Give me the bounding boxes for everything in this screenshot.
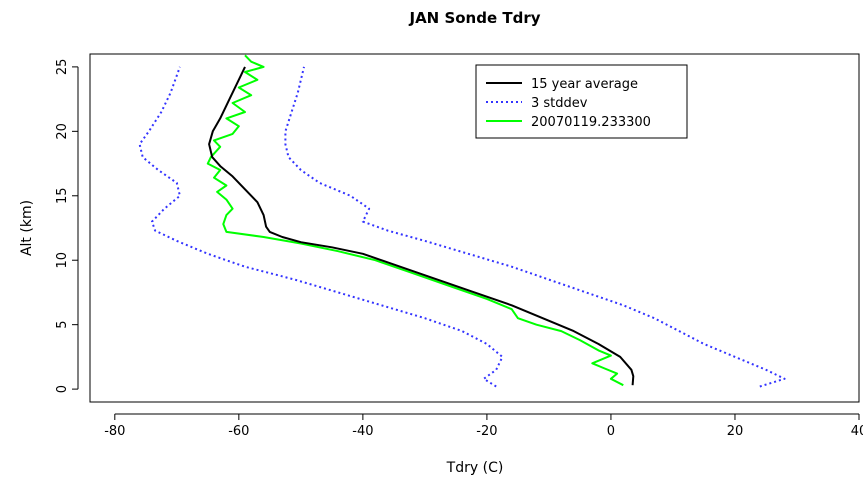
y-tick-label: 0 xyxy=(55,385,70,393)
x-tick-label: -20 xyxy=(476,424,497,439)
x-tick-label: -60 xyxy=(228,424,249,439)
series-line-1 xyxy=(138,66,504,388)
series-line-2 xyxy=(284,66,786,388)
x-tick-label: -40 xyxy=(352,424,373,439)
chart-title: JAN Sonde Tdry xyxy=(408,9,540,27)
x-tick-label: -80 xyxy=(104,424,125,439)
legend-label-average: 15 year average xyxy=(531,77,638,92)
x-tick-label: 40 xyxy=(851,424,863,439)
legend-label-sounding: 20070119.233300 xyxy=(531,115,651,130)
y-tick-label: 15 xyxy=(55,188,70,205)
x-axis-label: Tdry (C) xyxy=(446,460,504,476)
y-tick-label: 20 xyxy=(55,123,70,140)
y-tick-label: 5 xyxy=(55,321,70,329)
series-line-3 xyxy=(206,54,624,387)
legend: 15 year average 3 stddev 20070119.233300 xyxy=(475,64,688,139)
series-layer xyxy=(138,54,786,388)
y-axis: 0 5 10 15 20 25 xyxy=(55,59,79,393)
y-axis-label: Alt (km) xyxy=(19,200,35,256)
plot-frame xyxy=(89,53,860,403)
x-tick-label: 0 xyxy=(607,424,615,439)
y-tick-label: 25 xyxy=(55,59,70,76)
y-tick-label: 10 xyxy=(55,252,70,269)
x-tick-label: 20 xyxy=(727,424,744,439)
x-axis: -80 -60 -40 -20 0 20 40 xyxy=(104,413,863,439)
legend-label-stddev: 3 stddev xyxy=(531,96,588,111)
series-line-0 xyxy=(208,66,635,386)
